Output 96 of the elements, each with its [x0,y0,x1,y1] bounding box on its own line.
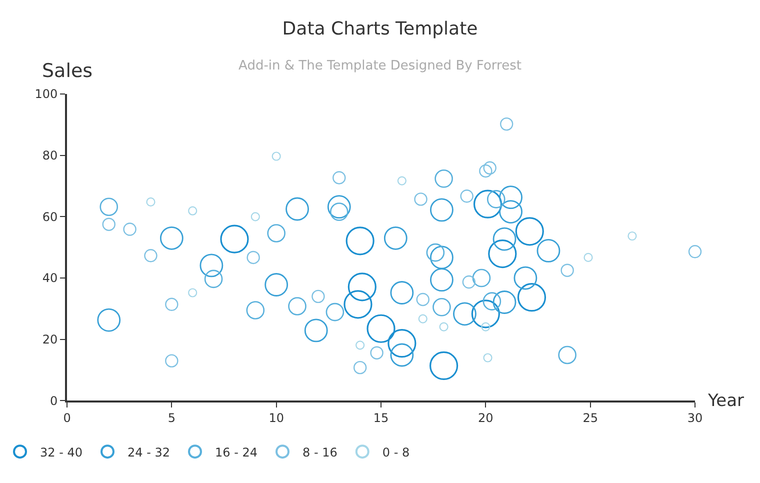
point [165,298,178,311]
point [418,314,428,324]
point [288,297,306,316]
chart-title: Data Charts Template [282,18,478,40]
point [188,206,198,216]
point [430,198,454,222]
y-tick-label: 40 [42,271,58,286]
point [326,302,344,322]
point [250,212,260,222]
point [304,318,328,342]
point [102,218,116,231]
y-tick-label: 80 [42,148,58,163]
point [536,239,560,262]
legend-label: 32 - 40 [40,445,82,460]
point [500,117,514,131]
point [144,249,158,262]
point [492,227,516,251]
x-tick-label: 25 [582,411,598,426]
point [388,329,416,358]
point [160,226,184,250]
y-tick-label: 0 [50,394,58,408]
point [462,275,476,289]
legend-label: 8 - 16 [302,445,338,460]
point [430,268,454,292]
point [267,224,286,242]
point [272,152,281,161]
point [123,222,136,236]
legend-label: 0 - 8 [382,445,410,460]
point [220,224,249,254]
x-tick-label: 10 [268,411,284,426]
legend-label: 16 - 24 [215,445,258,460]
y-tick-label: 60 [42,210,58,224]
point [488,239,517,268]
point [348,272,376,302]
point [483,353,492,362]
point [430,246,454,270]
point [560,264,574,277]
point [165,354,178,368]
point [332,171,346,184]
point [453,302,476,326]
point [264,273,288,296]
point [416,292,430,306]
point [688,245,702,258]
point [514,266,538,290]
x-tick-label: 0 [63,411,71,426]
x-tick-label: 5 [168,411,176,426]
point [200,254,224,278]
point [499,200,522,224]
point [584,252,593,262]
point [356,340,365,350]
point [482,292,502,310]
point [481,322,490,332]
point [499,186,522,210]
point [473,190,502,218]
y-axis-title: Sales [42,60,93,82]
x-axis-title: Year [707,391,744,411]
point [344,290,372,319]
y-tick-label: 100 [34,87,58,102]
point [397,176,406,186]
x-tick-label: 15 [373,411,389,426]
chart-subtitle: Add-in & The Template Designed By Forrest [238,58,522,74]
point [390,281,414,304]
point [479,164,492,178]
point [246,250,260,264]
point [204,270,223,288]
y-tick-label: 20 [42,332,58,347]
point [370,346,384,360]
point [346,226,374,256]
point [483,161,496,175]
point [517,283,546,312]
x-tick-label: 30 [687,411,703,426]
point [353,360,367,374]
point [460,190,474,203]
point [97,308,121,332]
point [439,322,448,332]
point [366,314,396,343]
point [492,290,516,314]
point [430,351,458,380]
point [286,197,309,221]
point [327,195,351,219]
point [471,300,500,328]
point [472,268,491,288]
point [146,197,156,207]
point [434,170,453,188]
x-tick-label: 20 [478,411,494,426]
point [558,346,576,364]
point [432,298,451,316]
point [246,301,265,320]
point [628,231,637,241]
point [414,192,428,206]
legend-label: 24 - 32 [128,445,170,460]
point [188,288,198,298]
point [384,226,408,250]
point [515,217,544,246]
point [312,290,325,304]
point [100,198,118,216]
